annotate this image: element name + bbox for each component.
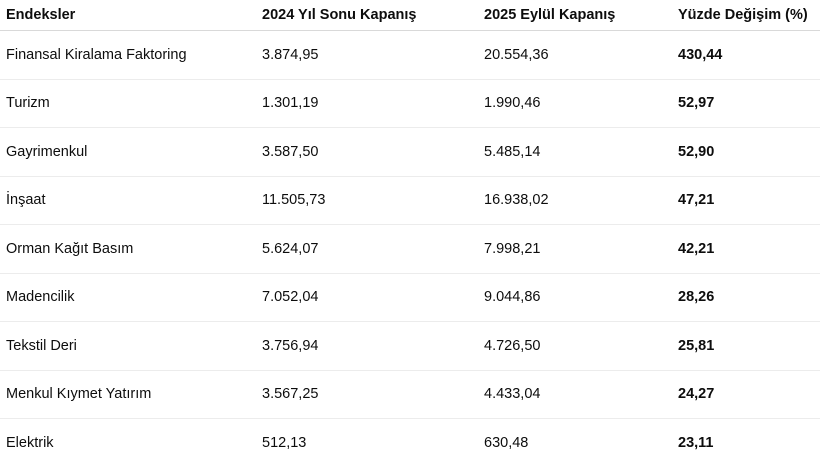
- table-row: Orman Kağıt Basım 5.624,07 7.998,21 42,2…: [0, 224, 820, 274]
- cell-change-pct: 52,97: [672, 79, 820, 128]
- table-body: Finansal Kiralama Faktoring 3.874,95 20.…: [0, 30, 820, 467]
- cell-close-2024: 1.301,19: [256, 79, 478, 128]
- cell-close-2025-sep: 7.998,21: [478, 224, 672, 274]
- cell-change-pct: 24,27: [672, 370, 820, 419]
- cell-change-pct: 23,11: [678, 434, 714, 451]
- table-row: Madencilik 7.052,04 9.044,86 28,26: [0, 273, 820, 322]
- table-row: Menkul Kıymet Yatırım 3.567,25 4.433,04 …: [0, 370, 820, 419]
- cell-change-pct: 28,26: [672, 273, 820, 322]
- cell-close-2024: 7.052,04: [256, 273, 478, 322]
- cell-change-pct: 52,90: [672, 127, 820, 177]
- cell-index-name: Elektrik: [6, 434, 54, 451]
- table-row: Tekstil Deri 3.756,94 4.726,50 25,81: [0, 321, 820, 371]
- cell-close-2025-sep: 9.044,86: [478, 273, 672, 322]
- cell-close-2024: 11.505,73: [256, 176, 478, 225]
- cell-index-name: Gayrimenkul: [0, 127, 256, 177]
- header-change-pct: Yüzde Değişim (%): [672, 0, 820, 31]
- cell-close-2025-sep: 630,48: [484, 434, 529, 451]
- cell-close-2025-sep: 1.990,46: [478, 79, 672, 128]
- table-row: İnşaat 11.505,73 16.938,02 47,21: [0, 176, 820, 225]
- cell-change-pct: 47,21: [672, 176, 820, 225]
- cell-change-pct: 42,21: [672, 224, 820, 274]
- cell-close-2025-sep: 4.433,04: [478, 370, 672, 419]
- cell-index-name: Menkul Kıymet Yatırım: [0, 370, 256, 419]
- header-close-2024: 2024 Yıl Sonu Kapanış: [256, 0, 478, 31]
- cell-index-name: Turizm: [0, 79, 256, 128]
- cell-index-name: Orman Kağıt Basım: [0, 224, 256, 274]
- cell-close-2025-sep: 16.938,02: [478, 176, 672, 225]
- cell-close-2024: 3.874,95: [256, 30, 478, 80]
- table-row: Gayrimenkul 3.587,50 5.485,14 52,90: [0, 127, 820, 177]
- cell-change-pct: 430,44: [672, 30, 820, 80]
- table-header: Endeksler 2024 Yıl Sonu Kapanış 2025 Eyl…: [0, 0, 820, 31]
- cell-close-2024: 5.624,07: [256, 224, 478, 274]
- cell-close-2024: 3.587,50: [256, 127, 478, 177]
- cell-close-2025-sep: 20.554,36: [478, 30, 672, 80]
- cell-change-pct: 25,81: [672, 321, 820, 371]
- table-row: Elektrik 512,13 630,48 23,11: [0, 419, 820, 467]
- cell-close-2024: 3.756,94: [256, 321, 478, 371]
- cell-index-name: İnşaat: [0, 176, 256, 225]
- cell-index-name: Madencilik: [0, 273, 256, 322]
- table-row: Finansal Kiralama Faktoring 3.874,95 20.…: [0, 30, 820, 80]
- cell-close-2024: 3.567,25: [256, 370, 478, 419]
- cell-close-2025-sep: 4.726,50: [478, 321, 672, 371]
- cell-index-name: Finansal Kiralama Faktoring: [0, 30, 256, 80]
- cell-index-name: Tekstil Deri: [0, 321, 256, 371]
- cell-close-2024: 512,13: [262, 434, 307, 451]
- header-close-2025-sep: 2025 Eylül Kapanış: [478, 0, 672, 31]
- table-row: Turizm 1.301,19 1.990,46 52,97: [0, 79, 820, 128]
- cell-close-2025-sep: 5.485,14: [478, 127, 672, 177]
- header-row: Endeksler 2024 Yıl Sonu Kapanış 2025 Eyl…: [0, 0, 820, 31]
- header-endeksler: Endeksler: [0, 0, 256, 31]
